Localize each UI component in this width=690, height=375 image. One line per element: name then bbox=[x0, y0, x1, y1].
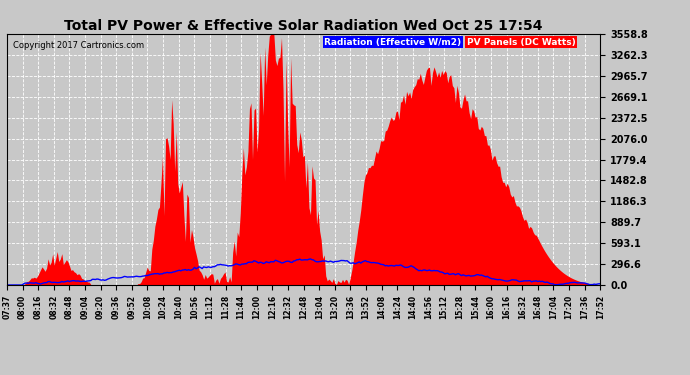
Text: PV Panels (DC Watts): PV Panels (DC Watts) bbox=[466, 38, 575, 46]
Text: Radiation (Effective W/m2): Radiation (Effective W/m2) bbox=[324, 38, 462, 46]
Title: Total PV Power & Effective Solar Radiation Wed Oct 25 17:54: Total PV Power & Effective Solar Radiati… bbox=[64, 19, 543, 33]
Text: Copyright 2017 Cartronics.com: Copyright 2017 Cartronics.com bbox=[13, 41, 144, 50]
